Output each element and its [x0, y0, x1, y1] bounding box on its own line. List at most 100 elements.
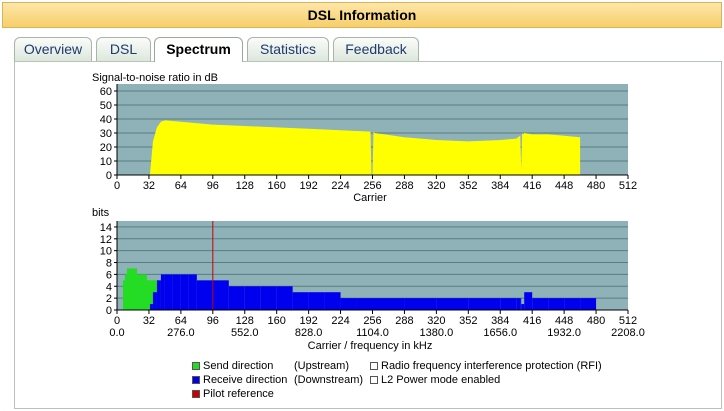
x-tick-label: 480 — [587, 315, 605, 327]
x-tick-label: 0 — [114, 180, 120, 192]
snr-xlabel: Carrier — [353, 192, 387, 204]
legend-rfi-label: Radio frequency interference protection … — [381, 360, 602, 372]
x-tick-label: 416 — [523, 180, 541, 192]
frequency-tick-label: 1932.0 — [547, 327, 581, 339]
downstream-bar — [324, 292, 341, 310]
x-tick-label: 352 — [459, 315, 477, 327]
frequency-tick-label: 552.0 — [231, 327, 259, 339]
y-tick-label: 2 — [106, 293, 112, 305]
tab-feedback[interactable]: Feedback — [333, 37, 419, 61]
downstream-bar — [356, 298, 373, 310]
x-tick-label: 96 — [207, 315, 219, 327]
y-tick-label: 14 — [100, 222, 112, 234]
upstream-bar — [142, 274, 145, 310]
y-tick-label: 40 — [100, 114, 112, 126]
x-tick-label: 192 — [299, 315, 317, 327]
downstream-bar — [292, 292, 309, 310]
legend-pilot-label: Pilot reference — [203, 388, 274, 400]
downstream-bar — [468, 298, 501, 310]
upstream-bar — [132, 268, 135, 310]
downstream-bar — [516, 298, 521, 310]
x-tick-label: 288 — [395, 180, 413, 192]
x-tick-label: 320 — [427, 315, 445, 327]
snr-area — [149, 120, 581, 175]
y-tick-label: 60 — [100, 86, 112, 98]
frequency-tick-label: 1656.0 — [483, 327, 517, 339]
downstream-bar — [260, 286, 277, 310]
x-tick-label: 512 — [619, 315, 637, 327]
upstream-bar — [136, 274, 139, 310]
tab-statistics[interactable]: Statistics — [247, 37, 329, 61]
y-tick-label: 8 — [106, 258, 112, 270]
x-tick-label: 128 — [236, 315, 254, 327]
page-title: DSL Information — [2, 2, 722, 28]
legend-receive-dir: (Downstream) — [294, 374, 364, 386]
bits-bars — [122, 268, 597, 310]
downstream-bar — [172, 274, 181, 310]
x-tick-label: 480 — [587, 180, 605, 192]
frequency-tick-label: 1104.0 — [356, 327, 389, 339]
x-tick-label: 160 — [268, 315, 286, 327]
downstream-bar — [228, 286, 245, 310]
x-tick-label: 384 — [491, 315, 509, 327]
x-tick-label: 512 — [619, 180, 637, 192]
tab-spectrum[interactable]: Spectrum — [154, 37, 243, 62]
downstream-bar — [564, 298, 581, 310]
x-tick-label: 416 — [523, 315, 541, 327]
downstream-bar — [404, 298, 437, 310]
l2-swatch — [370, 376, 378, 384]
frequency-tick-label: 828.0 — [295, 327, 323, 339]
bits-ylabel: bits — [92, 207, 110, 219]
upstream-bar — [138, 274, 141, 310]
y-tick-label: 10 — [100, 246, 112, 258]
upstream-bar — [140, 274, 143, 310]
x-tick-label: 256 — [363, 315, 381, 327]
upstream-bar — [124, 274, 127, 310]
downstream-bar — [180, 274, 189, 310]
x-tick-label: 288 — [395, 315, 413, 327]
x-tick-label: 384 — [491, 180, 509, 192]
frequency-tick-label: 0.0 — [109, 327, 124, 339]
downstream-bar — [160, 274, 165, 310]
frequency-tick-label: 1380.0 — [420, 327, 454, 339]
frequency-tick-label: 2208.0 — [611, 327, 645, 339]
tab-overview[interactable]: Overview — [14, 37, 92, 61]
snr-y-ticks: 0 10 20 30 40 50 60 — [100, 86, 117, 182]
x-tick-label: 448 — [555, 315, 573, 327]
x-tick-label: 32 — [143, 180, 155, 192]
x-tick-label: 96 — [207, 180, 219, 192]
tab-dsl[interactable]: DSL — [96, 37, 151, 61]
y-tick-label: 4 — [106, 281, 112, 293]
legend-receive-label: Receive direction — [203, 374, 288, 386]
downstream-bar — [308, 292, 325, 310]
y-tick-label: 6 — [106, 269, 112, 281]
pilot-swatch — [192, 390, 200, 398]
x-tick-label: 128 — [236, 180, 254, 192]
x-tick-label: 224 — [331, 180, 349, 192]
downstream-bar — [521, 304, 525, 310]
snr-x-ticks: 0 32 64 96 128 160 192 224 256 288 320 352 384 416 448… — [114, 175, 637, 192]
downstream-bar — [156, 280, 161, 310]
y-tick-label: 10 — [100, 156, 112, 168]
snr-ylabel: Signal-to-noise ratio in dB — [92, 72, 218, 84]
x-tick-label: 448 — [555, 180, 573, 192]
downstream-bar — [340, 298, 357, 310]
upstream-bar — [126, 268, 129, 310]
y-tick-label: 50 — [100, 100, 112, 112]
rfi-swatch — [370, 362, 378, 370]
downstream-bar — [188, 274, 197, 310]
y-tick-label: 20 — [100, 142, 112, 154]
downstream-bar — [548, 298, 565, 310]
x-tick-label: 32 — [143, 315, 155, 327]
bits-frequency-ticks: 0.0 276.0 552.0 828.0 1104.0 1380.0 1656.0 1932… — [109, 327, 644, 339]
downstream-bar — [244, 286, 261, 310]
downstream-bar — [580, 298, 597, 310]
x-tick-label: 160 — [268, 180, 286, 192]
downstream-bar — [500, 298, 517, 310]
upstream-bar — [130, 268, 133, 310]
y-tick-label: 30 — [100, 128, 112, 140]
